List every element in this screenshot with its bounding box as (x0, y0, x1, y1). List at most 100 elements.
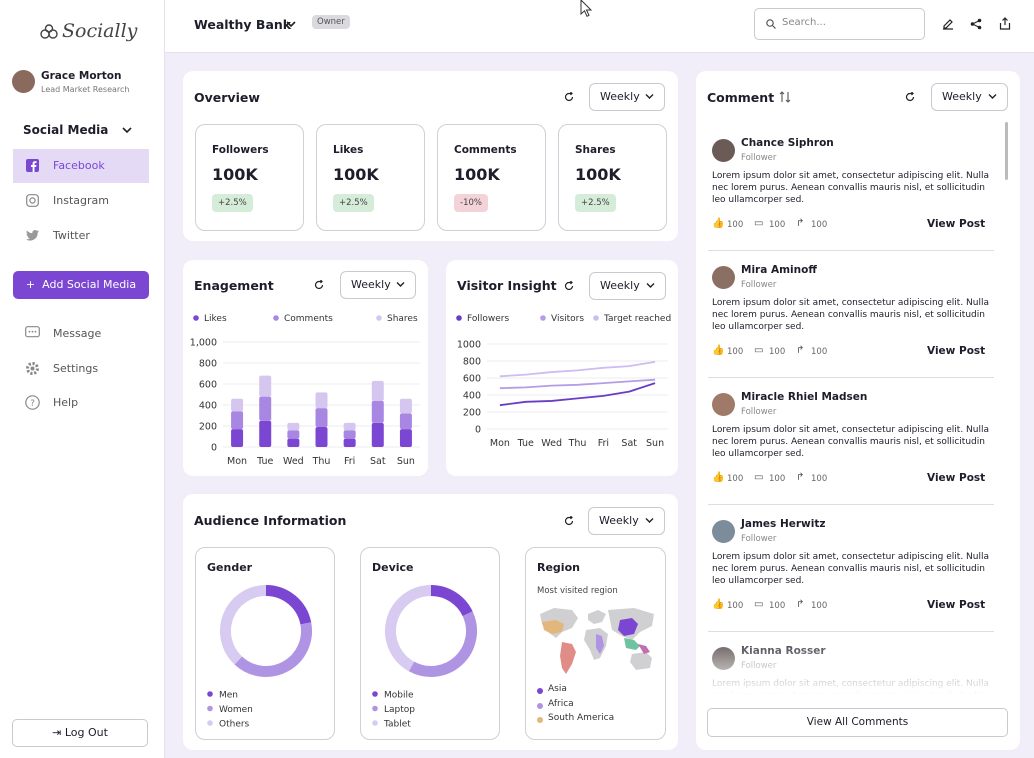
legend-label: Africa (548, 698, 574, 709)
refresh-icon[interactable] (564, 92, 574, 102)
chevron (645, 94, 654, 99)
legend-label: Laptop (384, 705, 415, 715)
comment-text: Lorem ipsum dolor sit amet, consectetur … (712, 298, 989, 332)
logout-icon: ⇥ (52, 726, 65, 739)
x-tick-label: Sun (397, 456, 415, 467)
engagement-card: Enagement Weekly 0 200 400 600 800 1,000 Mon Tu… (183, 260, 428, 476)
help-icon: ? (25, 395, 40, 410)
bar (231, 398, 244, 412)
y-tick-label: 0 (475, 425, 481, 436)
stat-card: Comments 100K -10% (437, 124, 546, 231)
bar (399, 398, 412, 414)
stat-label: Likes (333, 144, 364, 156)
badge: Owner (312, 15, 350, 29)
add-button[interactable]: + Add Social Media (13, 271, 149, 299)
legend-dot (372, 691, 378, 697)
refresh-icon[interactable] (314, 280, 324, 290)
refresh-icon[interactable] (564, 516, 574, 526)
x-tick-label: Sun (646, 438, 664, 449)
stat-card: Likes 100K +2.5% (316, 124, 425, 231)
view-all-button[interactable]: View All Comments (707, 708, 1008, 737)
export-icon[interactable] (999, 17, 1011, 30)
edit-icon[interactable] (942, 18, 954, 30)
avatar (712, 266, 735, 289)
x-tick-label: Tue (517, 438, 534, 449)
period-dropdown[interactable]: Weekly (588, 507, 665, 535)
divider (708, 250, 994, 251)
nav-item[interactable]: Instagram (53, 194, 109, 207)
action-icon: 👍 (712, 599, 725, 610)
action-icon: ▭ (754, 472, 764, 483)
header: Wealthy Bank Owner Search... (165, 0, 1034, 53)
legend-dot (537, 717, 543, 723)
nav-item[interactable]: Facebook (53, 159, 105, 172)
comment-author: Mira Aminoff (741, 264, 817, 276)
line (499, 360, 656, 378)
view-post[interactable]: View Post (927, 472, 986, 484)
donut-segment (408, 611, 477, 677)
search-box[interactable]: Search... (754, 8, 925, 40)
sort-icon[interactable] (779, 91, 791, 103)
stat-label: Comments (454, 144, 517, 156)
comment-role: Follower (741, 280, 777, 290)
y-tick-label: 800 (463, 357, 481, 368)
comment-list: Chance Siphron Follower Lorem ipsum dolor … (696, 131, 1020, 695)
audience-card: Audience Information Weekly Gender Men Wo… (183, 494, 678, 750)
action-icon: ↱ (796, 472, 805, 483)
nav-item[interactable]: Twitter (53, 229, 90, 242)
search-icon (766, 19, 776, 29)
menu-item[interactable]: Message (53, 327, 102, 340)
action-count: 100 (727, 601, 744, 611)
bar (371, 380, 384, 401)
chart: Men Women Others (207, 585, 312, 730)
period-dropdown[interactable]: Weekly (589, 83, 665, 111)
bar (343, 422, 356, 431)
refresh-icon[interactable] (564, 281, 574, 291)
scrollbar[interactable] (1005, 122, 1008, 180)
x-tick-label: Wed (541, 438, 562, 449)
legend-label: South America (548, 713, 615, 723)
chevron (286, 21, 296, 28)
period-dropdown[interactable]: Weekly (931, 83, 1008, 111)
action-count: 100 (769, 220, 786, 230)
line (499, 382, 656, 407)
avatar (12, 70, 35, 93)
action-count: 100 (769, 474, 786, 484)
dropdown-label: Weekly (351, 278, 391, 291)
legend-dot (207, 691, 213, 697)
dropdown-label: Weekly (600, 90, 640, 103)
view-post[interactable]: View Post (927, 345, 986, 357)
legend-label: Tablet (383, 720, 411, 730)
avatar (712, 139, 735, 162)
card-title: Comment (707, 90, 775, 105)
facebook-icon (26, 159, 39, 172)
period-dropdown[interactable]: Weekly (589, 272, 666, 300)
menu-item[interactable]: Settings (53, 362, 99, 375)
workspace[interactable]: Wealthy Bank (194, 17, 292, 32)
comment-author: Chance Siphron (741, 137, 834, 149)
view-post[interactable]: View Post (927, 218, 986, 230)
period-dropdown[interactable]: Weekly (340, 271, 416, 299)
refresh-icon[interactable] (905, 92, 915, 102)
chevron (396, 282, 405, 287)
logout-button[interactable]: ⇥ Log Out (12, 719, 148, 747)
y-tick-label: 0 (211, 443, 217, 454)
menu-item[interactable]: Help (53, 396, 79, 409)
x-tick-label: Mon (490, 438, 510, 449)
action-icon: 👍 (712, 218, 725, 229)
section-title[interactable]: Social Media (23, 123, 109, 137)
brand: Socially (62, 20, 138, 42)
action-count: 100 (811, 474, 828, 484)
x-tick-label: Tue (256, 456, 273, 467)
comment-author: Miracle Rhiel Madsen (741, 391, 868, 403)
region-card: Region Most visited region Asia Africa Sou… (525, 547, 666, 740)
share-icon[interactable] (970, 18, 982, 30)
y-tick-label: 1,000 (190, 338, 217, 349)
y-tick-label: 200 (199, 422, 217, 433)
button-label: Log Out (64, 726, 108, 739)
stat-card: Followers 100K +2.5% (195, 124, 304, 231)
overview-card: Overview Weekly Followers 100K +2.5% Likes 1… (183, 71, 678, 241)
legend-label: Shares (387, 314, 418, 324)
legend-label: Mobile (384, 691, 414, 701)
view-post[interactable]: View Post (927, 599, 986, 611)
